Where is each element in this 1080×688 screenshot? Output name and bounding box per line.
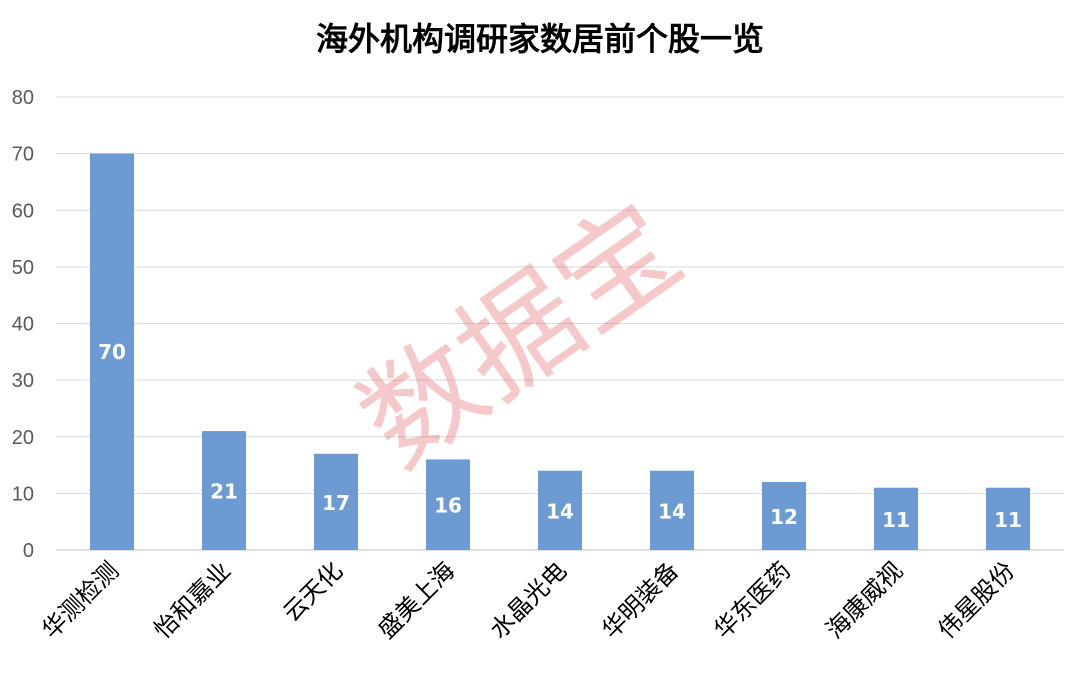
x-tick-label: 怡和嘉业 — [149, 556, 237, 644]
bar — [874, 487, 918, 550]
x-tick-label: 云天化 — [278, 556, 349, 627]
y-tick-label: 40 — [12, 314, 34, 336]
y-tick-label: 70 — [12, 144, 34, 166]
y-tick-label: 20 — [12, 427, 34, 449]
bar — [426, 459, 470, 550]
x-tick-label: 水晶光电 — [485, 556, 573, 644]
data-labels: 70 21 17 16 14 14 12 11 11 — [98, 340, 1022, 532]
data-label: 17 — [322, 491, 350, 515]
data-label: 11 — [994, 508, 1022, 532]
x-tick-label: 伟星股份 — [933, 556, 1021, 644]
x-tick-label: 海康威视 — [821, 556, 909, 644]
data-label: 16 — [434, 494, 462, 518]
bar — [202, 431, 246, 550]
bar — [90, 153, 134, 550]
x-tick-label: 华明装备 — [597, 556, 685, 644]
bars — [90, 153, 1030, 550]
y-tick-label: 80 — [12, 87, 34, 109]
y-axis-ticks: 0 10 20 30 40 50 60 70 80 — [12, 87, 34, 562]
x-tick-label: 盛美上海 — [373, 556, 461, 644]
data-label: 14 — [658, 499, 686, 523]
bar — [986, 487, 1030, 550]
y-tick-label: 50 — [12, 257, 34, 279]
y-tick-label: 0 — [23, 540, 34, 562]
x-tick-label: 华测检测 — [37, 556, 125, 644]
bar — [650, 470, 694, 550]
bar — [314, 453, 358, 550]
y-tick-label: 60 — [12, 200, 34, 222]
chart-title: 海外机构调研家数居前个股一览 — [315, 20, 764, 58]
data-label: 70 — [98, 340, 126, 364]
bar — [538, 470, 582, 550]
x-axis-categories: 华测检测 怡和嘉业 云天化 盛美上海 水晶光电 华明装备 华东医药 海康威视 伟星股份 — [37, 556, 1021, 644]
data-label: 11 — [882, 508, 910, 532]
y-tick-label: 30 — [12, 370, 34, 392]
x-tick-label: 华东医药 — [709, 556, 797, 644]
bar — [762, 482, 806, 550]
data-label: 14 — [546, 499, 574, 523]
data-label: 12 — [770, 505, 798, 529]
y-tick-label: 10 — [12, 483, 34, 505]
data-label: 21 — [210, 480, 238, 504]
